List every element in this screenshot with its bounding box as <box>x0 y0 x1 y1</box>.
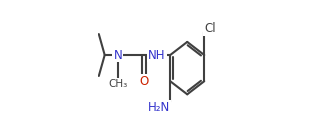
Text: NH: NH <box>148 48 166 62</box>
Text: Cl: Cl <box>204 22 216 35</box>
Text: H₂N: H₂N <box>148 101 170 114</box>
Text: CH₃: CH₃ <box>108 79 127 89</box>
Text: O: O <box>140 75 149 88</box>
Text: N: N <box>113 48 122 62</box>
